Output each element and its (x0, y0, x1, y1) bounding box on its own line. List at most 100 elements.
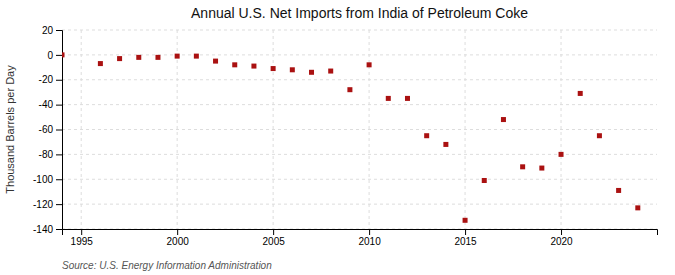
point (194, 54, 199, 59)
point (520, 164, 525, 169)
grid-line (62, 129, 657, 130)
x-tick-mark (177, 229, 178, 235)
point (251, 64, 256, 69)
grid-line (177, 30, 178, 229)
y-tick-mark (56, 154, 62, 155)
point (482, 178, 487, 183)
point (62, 52, 65, 57)
point (367, 62, 372, 67)
point (386, 96, 391, 101)
x-tick-mark (561, 229, 562, 235)
point (635, 205, 640, 210)
grid-line (561, 30, 562, 229)
x-tick-label: 1995 (71, 236, 94, 247)
point (271, 66, 276, 71)
y-axis-line (56, 31, 63, 230)
y-tick: -20 (39, 74, 62, 85)
point (578, 91, 583, 96)
grid (62, 30, 657, 229)
x-tick-label: 2015 (454, 236, 477, 247)
y-tick: -40 (39, 99, 62, 110)
point (597, 133, 602, 138)
point (309, 70, 314, 75)
y-tick-mark (56, 105, 62, 106)
x-tick: 2005 (263, 229, 286, 247)
y-tick-label: -60 (39, 124, 54, 135)
y-tick: 0 (47, 50, 62, 61)
x-axis-line (63, 230, 658, 236)
point (175, 54, 180, 59)
grid-line (62, 54, 657, 55)
x-tick-mark (81, 229, 82, 235)
point (501, 117, 506, 122)
plot: 199520002005201020152020200-20-40-60-80-… (33, 25, 658, 247)
point (405, 96, 410, 101)
point (155, 55, 160, 60)
y-tick-label: -80 (39, 149, 54, 160)
grid-line (62, 30, 657, 31)
chart: 199520002005201020152020200-20-40-60-80-… (0, 0, 675, 275)
grid-line (273, 30, 274, 229)
point (347, 87, 352, 92)
y-tick-mark (56, 30, 62, 31)
annotation: Source: U.S. Energy Information Administ… (62, 260, 272, 271)
y-axis: 20 0 -20 -40 -60 -80 -100 -120 -140 (33, 25, 63, 235)
grid-line (369, 30, 370, 229)
y-tick-label: -100 (33, 174, 53, 185)
y-tick-label: 0 (47, 50, 53, 61)
x-tick-mark (465, 229, 466, 235)
point (443, 142, 448, 147)
x-tick-label: 2020 (550, 236, 573, 247)
y-tick-mark (56, 130, 62, 131)
x-tick: 2020 (550, 229, 573, 247)
point (559, 152, 564, 157)
point (136, 55, 141, 60)
grid-line (62, 154, 657, 155)
x-tick-mark (369, 229, 370, 235)
x-tick: 2015 (454, 229, 477, 247)
point (213, 59, 218, 64)
x-tick: 2000 (167, 229, 190, 247)
grid-line (62, 104, 657, 105)
y-axis-label: Thousand Barrels per Day (4, 65, 16, 194)
point (290, 67, 295, 72)
y-tick: 20 (42, 25, 62, 36)
y-tick: -60 (39, 124, 62, 135)
y-tick-label: -40 (39, 99, 54, 110)
x-tick: 1995 (71, 229, 94, 247)
y-tick-label: 20 (42, 25, 54, 36)
point (232, 62, 237, 67)
points (62, 52, 640, 222)
title: Annual U.S. Net Imports from India of Pe… (191, 5, 528, 21)
point (328, 69, 333, 74)
y-tick: -80 (39, 149, 62, 160)
y-tick-mark (56, 229, 62, 230)
y-tick-mark (56, 80, 62, 81)
point (616, 188, 621, 193)
y-tick: -100 (33, 174, 62, 185)
y-tick: -120 (33, 199, 62, 210)
point (117, 56, 122, 61)
grid-line (81, 30, 82, 229)
y-tick: -140 (33, 224, 62, 235)
y-tick-mark (56, 179, 62, 180)
x-tick-label: 2000 (167, 236, 190, 247)
grid-line (62, 204, 657, 205)
y-tick-label: -20 (39, 74, 54, 85)
point (463, 218, 468, 223)
x-axis: 1995 2000 2005 2010 2015 2020 (63, 229, 658, 247)
point (539, 166, 544, 171)
y-tick-mark (56, 55, 62, 56)
grid-line (62, 79, 657, 80)
y-tick-label: -140 (33, 224, 53, 235)
point (98, 61, 103, 66)
x-tick-label: 2005 (263, 236, 286, 247)
x-tick-mark (273, 229, 274, 235)
x-tick: 2010 (358, 229, 381, 247)
x-tick-label: 2010 (358, 236, 381, 247)
grid-line (465, 30, 466, 229)
y-tick-label: -120 (33, 199, 53, 210)
point (424, 133, 429, 138)
y-tick-mark (56, 204, 62, 205)
grid-line (62, 179, 657, 180)
